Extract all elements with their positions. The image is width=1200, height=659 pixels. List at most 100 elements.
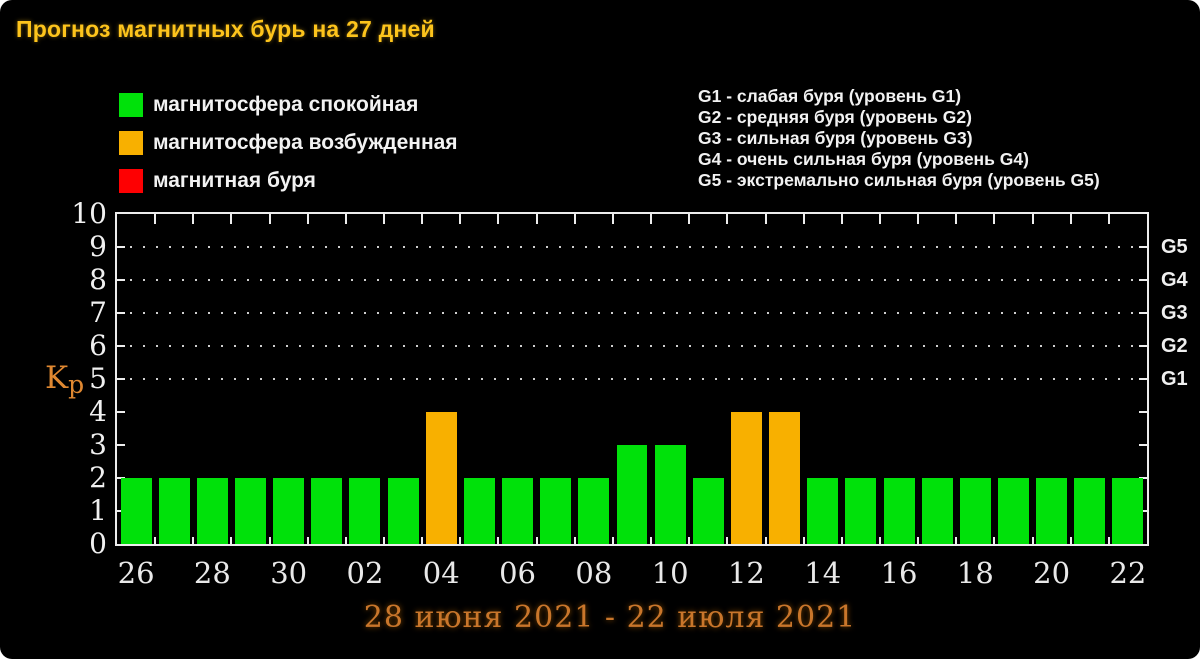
y-axis-title-kp: Kp [45,360,85,399]
y-tick-label-7: 7 [89,296,107,329]
bar-day-12 [730,412,762,544]
bar-day-04 [425,412,457,544]
top-axis-tick [611,214,614,224]
dotted-gridline-kp5 [117,378,1147,380]
bottom-axis-tick [1107,537,1110,544]
g-level-label-G5: G5 [1161,236,1188,258]
x-tick-label-02: 02 [346,556,384,590]
top-axis-tick [1069,214,1072,224]
x-tick-label-08: 08 [575,556,613,590]
x-tick-label-14: 14 [804,556,842,590]
y-tick-label-8: 8 [89,263,107,296]
storm-scale-line-g3: G3 - сильная буря (уровень G3) [698,128,973,148]
bottom-axis-tick [306,537,309,544]
plot-area: Kp 0 1 2 3 4 5 6 7 8 9 10 G5 G4 G3 G2 G1 26 28 30 02 04 06 08 1… [45,198,1188,591]
top-axis-tick [230,214,233,224]
bar-day-22 [1112,478,1144,544]
top-axis-tick [268,214,271,224]
x-tick-label-20: 20 [1033,556,1071,590]
storm-scale-line-g2: G2 - средняя буря (уровень G2) [698,107,972,127]
top-axis-tick [383,214,386,224]
bottom-axis-tick [764,537,767,544]
x-tick-label-10: 10 [651,556,689,590]
left-axis-tick [117,378,125,380]
bar-day-05 [463,478,495,544]
y-tick-label-3: 3 [89,428,107,461]
x-tick-label-30: 30 [270,556,308,590]
top-axis-tick [535,214,538,224]
bar-day-10 [654,445,686,544]
legend-item-quiet: магнитосфера спокойная [119,86,458,124]
x-tick-label-06: 06 [499,556,536,590]
dotted-gridline-kp8 [117,279,1147,281]
x-tick-label-22: 22 [1109,556,1147,590]
bar-day-03 [387,478,419,544]
bottom-axis-tick [459,537,462,544]
top-axis-tick [459,214,462,224]
top-axis-tick [802,214,805,224]
legend-swatch-quiet [119,93,143,117]
bar-day-18 [959,478,991,544]
legend-swatch-storm [119,169,143,193]
legend-item-excited: магнитосфера возбужденная [119,124,458,162]
right-axis-tick [1139,345,1147,347]
g-level-label-G2: G2 [1161,335,1188,357]
x-tick-label-18: 18 [956,556,994,590]
top-axis-tick [154,214,157,224]
legend-swatch-excited [119,131,143,155]
top-axis-tick [840,214,843,224]
bottom-axis-tick [878,537,881,544]
bottom-axis-tick [268,537,271,544]
bottom-axis-tick [802,537,805,544]
top-axis-tick [306,214,309,224]
top-axis-tick [1031,214,1034,224]
kp-letter: K [45,360,69,396]
y-tick-label-5: 5 [89,362,107,395]
right-axis-tick [1139,279,1147,281]
storm-scale-line-g4: G4 - очень сильная буря (уровень G4) [698,149,1029,169]
top-axis-tick [1107,214,1110,224]
x-tick-label-12: 12 [727,556,765,590]
bottom-axis-tick [573,537,576,544]
page-title: Прогноз магнитных бурь на 27 дней [16,16,435,42]
bottom-axis-tick [955,537,958,544]
bar-day-26 [120,478,152,544]
legend-label-quiet: магнитосфера спокойная [153,93,419,116]
bottom-axis-tick [917,537,920,544]
bar-day-30 [273,478,305,544]
y-tick-label-1: 1 [89,494,107,527]
bar-day-01 [311,478,343,544]
bottom-axis-tick [421,537,424,544]
top-axis-tick [344,214,347,224]
top-axis-tick [955,214,958,224]
bottom-axis-tick [1069,537,1072,544]
legend-bar-colors: магнитосфера спокойная магнитосфера возбу… [119,86,458,200]
storm-scale-line-g5: G5 - экстремально сильная буря (уровень … [698,170,1100,190]
top-axis-tick [573,214,576,224]
x-tick-label-26: 26 [117,556,155,590]
bottom-axis-tick [1031,537,1034,544]
bar-day-15 [845,478,877,544]
y-tick-label-9: 9 [89,230,107,263]
right-axis-tick [1139,444,1147,446]
kp-subscript: p [68,370,85,399]
top-axis-tick [192,214,195,224]
x-tick-label-16: 16 [880,556,918,590]
top-axis-tick [764,214,767,224]
bottom-axis-tick [993,537,996,544]
bottom-axis-tick [535,537,538,544]
left-axis-tick [117,444,125,446]
bar-day-02 [349,478,381,544]
right-axis-tick [1139,411,1147,413]
bottom-axis-tick [344,537,347,544]
left-axis-tick [117,345,125,347]
left-axis-tick [117,279,125,281]
right-axis-tick [1139,312,1147,314]
bottom-axis-tick [650,537,653,544]
bottom-axis-tick [230,537,233,544]
left-axis-tick [117,312,125,314]
g-level-label-G4: G4 [1161,269,1188,291]
top-axis-tick [688,214,691,224]
y-tick-label-4: 4 [89,395,107,428]
bottom-axis-tick [154,537,157,544]
